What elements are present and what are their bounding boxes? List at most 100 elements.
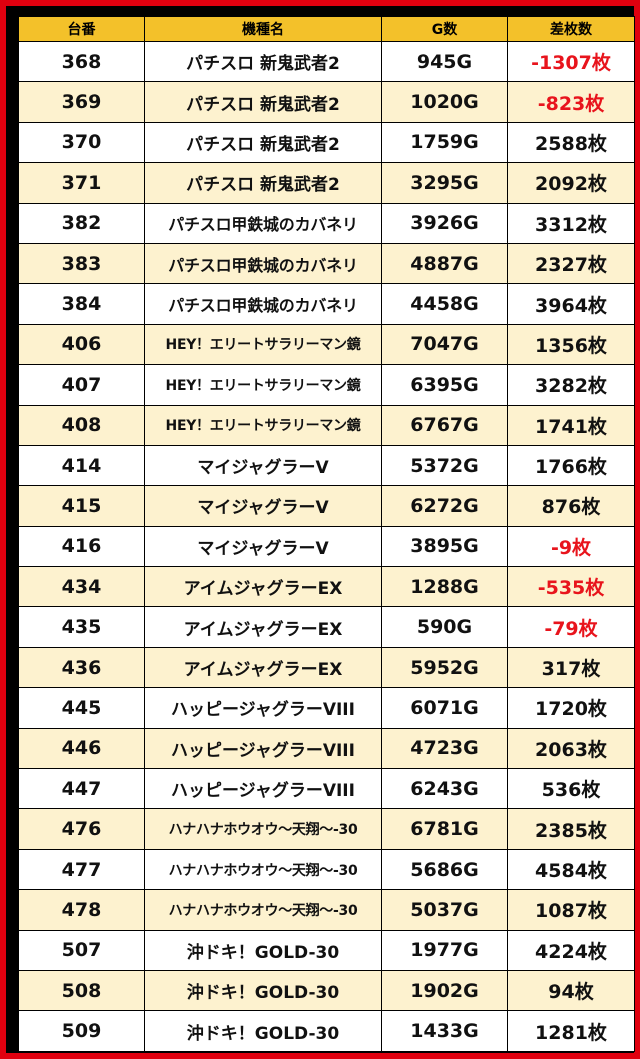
machine-name-cell: HEY！エリートサラリーマン鏡 <box>144 323 382 366</box>
machine-name-cell: パチスロ甲鉄城のカバネリ <box>144 202 382 244</box>
coin-difference-cell: -1307枚 <box>507 40 635 83</box>
game-count-cell: 590G <box>381 606 508 648</box>
coin-difference-cell: 1356枚 <box>507 323 635 366</box>
machine-name-cell: アイムジャグラーEX <box>144 566 382 608</box>
machine-number-cell: 434 <box>18 566 145 608</box>
table-row: 416 マイジャグラーV 3895G -9枚 <box>18 525 635 568</box>
machine-number-cell: 408 <box>18 404 145 446</box>
machine-number-cell: 445 <box>18 687 145 729</box>
coin-difference-cell: 1720枚 <box>507 687 635 729</box>
machine-number-cell: 476 <box>18 808 145 850</box>
machine-name-cell: HEY！エリートサラリーマン鏡 <box>144 364 382 406</box>
coin-difference-cell: 4584枚 <box>507 848 635 891</box>
machine-number-cell: 447 <box>18 768 145 810</box>
coin-difference-cell: 876枚 <box>507 485 635 527</box>
machine-name-cell: ハッピージャグラーVIII <box>144 768 382 810</box>
game-count-cell: 1020G <box>381 81 508 123</box>
table-row: 408 HEY！エリートサラリーマン鏡 6767G 1741枚 <box>18 404 635 446</box>
game-count-cell: 5037G <box>381 889 508 931</box>
machine-number-cell: 369 <box>18 81 145 123</box>
table-header-row: 台番 機種名 G数 差枚数 <box>18 16 635 42</box>
table-row: 414 マイジャグラーV 5372G 1766枚 <box>18 444 635 487</box>
machine-number-cell: 509 <box>18 1010 145 1052</box>
machine-name-cell: アイムジャグラーEX <box>144 646 382 689</box>
machine-number-cell: 414 <box>18 444 145 487</box>
machine-number-cell: 477 <box>18 848 145 891</box>
machine-number-cell: 508 <box>18 969 145 1012</box>
machine-name-cell: ハナハナホウオウ～天翔～-30 <box>144 889 382 931</box>
header-coin-difference: 差枚数 <box>507 16 635 42</box>
coin-difference-cell: 2092枚 <box>507 162 635 204</box>
machine-name-cell: マイジャグラーV <box>144 444 382 487</box>
machine-name-cell: パチスロ 新鬼武者2 <box>144 81 382 123</box>
table-row: 406 HEY！エリートサラリーマン鏡 7047G 1356枚 <box>18 323 635 366</box>
machine-number-cell: 371 <box>18 162 145 204</box>
game-count-cell: 6243G <box>381 768 508 810</box>
machine-number-cell: 383 <box>18 242 145 285</box>
coin-difference-cell: 1766枚 <box>507 444 635 487</box>
coin-difference-cell: 536枚 <box>507 768 635 810</box>
table-row: 384 パチスロ甲鉄城のカバネリ 4458G 3964枚 <box>18 283 635 325</box>
game-count-cell: 3895G <box>381 525 508 568</box>
game-count-cell: 3926G <box>381 202 508 244</box>
machine-number-cell: 368 <box>18 40 145 83</box>
table-row: 445 ハッピージャグラーVIII 6071G 1720枚 <box>18 687 635 729</box>
machine-number-cell: 407 <box>18 364 145 406</box>
header-machine-name: 機種名 <box>144 16 382 42</box>
table-row: 435 アイムジャグラーEX 590G -79枚 <box>18 606 635 648</box>
table-row: 509 沖ドキ！GOLD-30 1433G 1281枚 <box>18 1010 635 1052</box>
table-row: 508 沖ドキ！GOLD-30 1902G 94枚 <box>18 969 635 1012</box>
game-count-cell: 1977G <box>381 929 508 971</box>
table-row: 407 HEY！エリートサラリーマン鏡 6395G 3282枚 <box>18 364 635 406</box>
machine-name-cell: パチスロ 新鬼武者2 <box>144 162 382 204</box>
table-row: 436 アイムジャグラーEX 5952G 317枚 <box>18 646 635 689</box>
machine-name-cell: ハッピージャグラーVIII <box>144 687 382 729</box>
machine-name-cell: HEY！エリートサラリーマン鏡 <box>144 404 382 446</box>
machine-number-cell: 382 <box>18 202 145 244</box>
game-count-cell: 1902G <box>381 969 508 1012</box>
table-row: 370 パチスロ 新鬼武者2 1759G 2588枚 <box>18 121 635 164</box>
table-row: 383 パチスロ甲鉄城のカバネリ 4887G 2327枚 <box>18 242 635 285</box>
machine-name-cell: アイムジャグラーEX <box>144 606 382 648</box>
table-row: 477 ハナハナホウオウ～天翔～-30 5686G 4584枚 <box>18 848 635 891</box>
machine-name-cell: パチスロ甲鉄城のカバネリ <box>144 283 382 325</box>
game-count-cell: 5686G <box>381 848 508 891</box>
game-count-cell: 6395G <box>381 364 508 406</box>
header-game-count: G数 <box>381 16 508 42</box>
table-row: 368 パチスロ 新鬼武者2 945G -1307枚 <box>18 40 635 83</box>
table-row: 371 パチスロ 新鬼武者2 3295G 2092枚 <box>18 162 635 204</box>
machine-name-cell: マイジャグラーV <box>144 485 382 527</box>
game-count-cell: 5952G <box>381 646 508 689</box>
coin-difference-cell: 2327枚 <box>507 242 635 285</box>
coin-difference-cell: 3312枚 <box>507 202 635 244</box>
game-count-cell: 7047G <box>381 323 508 366</box>
table-row: 434 アイムジャグラーEX 1288G -535枚 <box>18 566 635 608</box>
machine-name-cell: マイジャグラーV <box>144 525 382 568</box>
table-row: 382 パチスロ甲鉄城のカバネリ 3926G 3312枚 <box>18 202 635 244</box>
coin-difference-cell: 2385枚 <box>507 808 635 850</box>
machine-number-cell: 415 <box>18 485 145 527</box>
game-count-cell: 945G <box>381 40 508 83</box>
table-row: 507 沖ドキ！GOLD-30 1977G 4224枚 <box>18 929 635 971</box>
game-count-cell: 6767G <box>381 404 508 446</box>
game-count-cell: 4458G <box>381 283 508 325</box>
game-count-cell: 4723G <box>381 727 508 770</box>
machine-name-cell: ハナハナホウオウ～天翔～-30 <box>144 848 382 891</box>
coin-difference-cell: 1281枚 <box>507 1010 635 1052</box>
coin-difference-cell: -535枚 <box>507 566 635 608</box>
machine-name-cell: 沖ドキ！GOLD-30 <box>144 929 382 971</box>
machine-number-cell: 384 <box>18 283 145 325</box>
game-count-cell: 1433G <box>381 1010 508 1052</box>
coin-difference-cell: 3282枚 <box>507 364 635 406</box>
game-count-cell: 6071G <box>381 687 508 729</box>
coin-difference-cell: 2063枚 <box>507 727 635 770</box>
game-count-cell: 4887G <box>381 242 508 285</box>
machine-results-table: 台番 機種名 G数 差枚数 368 パチスロ 新鬼武者2 945G -1307枚 369… <box>18 16 635 1052</box>
machine-number-cell: 370 <box>18 121 145 164</box>
machine-name-cell: パチスロ甲鉄城のカバネリ <box>144 242 382 285</box>
table-row: 476 ハナハナホウオウ～天翔～-30 6781G 2385枚 <box>18 808 635 850</box>
game-count-cell: 6781G <box>381 808 508 850</box>
machine-number-cell: 446 <box>18 727 145 770</box>
machine-name-cell: ハナハナホウオウ～天翔～-30 <box>144 808 382 850</box>
